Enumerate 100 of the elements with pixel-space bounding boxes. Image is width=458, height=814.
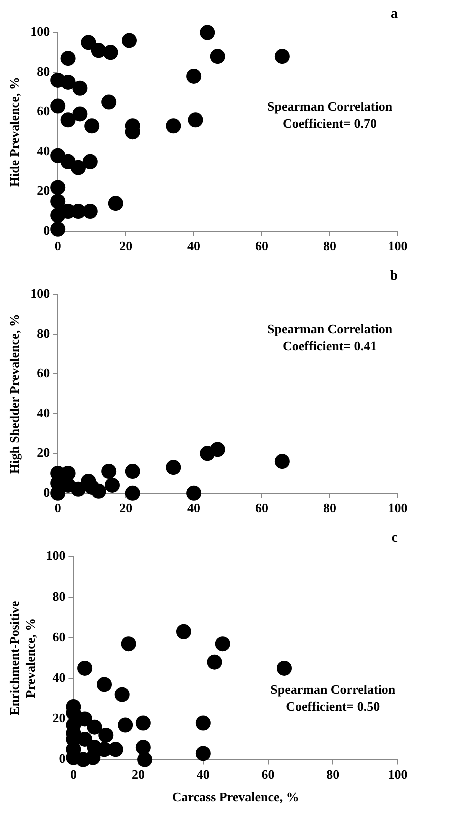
point: [176, 624, 192, 640]
point: [122, 33, 137, 48]
x-tick-label: 60: [256, 238, 269, 254]
point: [82, 204, 98, 220]
point: [50, 222, 66, 237]
x-tick-label: 20: [120, 500, 133, 516]
annotation: Spearman Correlation Coefficient= 0.50: [270, 682, 396, 714]
x-tick-label: 80: [324, 238, 337, 254]
point: [97, 677, 112, 692]
point: [276, 660, 292, 676]
point: [91, 484, 106, 499]
point: [78, 732, 93, 747]
point: [72, 80, 88, 96]
y-tick-label: 40: [37, 405, 50, 420]
point: [78, 660, 93, 676]
point: [103, 45, 118, 60]
y-tick-label: 0: [59, 751, 66, 766]
y-tick-label: 40: [37, 143, 50, 158]
point: [196, 746, 211, 762]
point: [50, 208, 66, 224]
point: [274, 454, 290, 470]
point: [50, 194, 66, 210]
point: [114, 687, 130, 702]
point: [60, 112, 76, 128]
point: [108, 196, 124, 212]
point: [70, 160, 86, 176]
point: [118, 718, 134, 733]
chart-title: a: [391, 7, 398, 22]
x-tick-label: 20: [120, 238, 133, 254]
point: [136, 740, 151, 756]
y-tick-label: 80: [37, 326, 50, 341]
x-tick-label: 80: [324, 500, 337, 516]
y-tick-label: 100: [46, 548, 66, 564]
point: [166, 460, 182, 476]
point: [210, 49, 226, 64]
x-tick-label: 0: [70, 766, 77, 782]
point: [166, 118, 182, 134]
point: [274, 49, 290, 64]
point: [121, 636, 136, 652]
y-tick-label: 60: [37, 104, 50, 119]
y-tick-label: 20: [52, 710, 66, 726]
point: [60, 51, 76, 66]
point: [86, 750, 101, 766]
annotation: Spearman Correlation Coefficient= 0.41: [267, 321, 394, 354]
y-axis-title: Enrichment-Positive Prevalence, %: [7, 601, 38, 716]
x-tick-label: 20: [132, 766, 146, 782]
point: [104, 478, 120, 493]
chart-title: b: [390, 269, 398, 284]
point: [60, 74, 76, 90]
x-tick-label: 100: [388, 766, 408, 782]
point: [70, 482, 86, 497]
point: [200, 25, 216, 40]
y-tick-label: 20: [37, 445, 50, 460]
point: [125, 464, 140, 480]
point: [78, 712, 93, 727]
point: [186, 486, 202, 501]
point: [125, 486, 140, 501]
y-tick-label: 40: [52, 670, 66, 685]
y-tick-label: 60: [52, 629, 66, 644]
x-tick-label: 40: [188, 500, 201, 516]
y-tick-label: 0: [44, 222, 50, 238]
point: [50, 180, 66, 196]
point: [102, 464, 117, 480]
y-tick-label: 80: [37, 64, 50, 79]
point: [186, 68, 202, 84]
point: [84, 118, 100, 134]
point: [215, 636, 230, 652]
x-tick-label: 40: [196, 766, 210, 782]
y-axis-title: Hide Prevalence, %: [7, 77, 22, 188]
x-tick-label: 80: [326, 766, 340, 782]
point: [138, 752, 153, 768]
x-tick-label: 60: [256, 500, 269, 516]
point: [108, 742, 124, 758]
point: [50, 148, 66, 164]
point: [207, 654, 222, 670]
y-tick-label: 20: [37, 183, 50, 198]
y-tick-label: 60: [37, 366, 50, 381]
point: [188, 112, 204, 128]
annotation: Spearman Correlation Coefficient= 0.70: [267, 99, 394, 132]
point: [200, 446, 216, 462]
point: [82, 154, 98, 170]
x-tick-label: 100: [388, 238, 408, 254]
point: [98, 728, 114, 743]
y-axis-title: High Shedder Prevalence, %: [7, 314, 22, 474]
x-tick-label: 100: [388, 500, 408, 516]
y-tick-label: 100: [30, 286, 50, 302]
x-tick-label: 40: [188, 238, 201, 254]
point: [50, 98, 66, 114]
point: [72, 106, 88, 122]
x-axis-title: Carcass Prevalence, %: [172, 790, 300, 805]
point: [102, 94, 117, 110]
y-tick-label: 100: [30, 24, 50, 40]
y-tick-label: 0: [44, 484, 50, 500]
x-tick-label: 60: [262, 766, 275, 782]
y-tick-label: 80: [52, 588, 66, 604]
point: [81, 35, 96, 50]
point: [196, 716, 211, 731]
chart-title: c: [392, 531, 398, 546]
point: [136, 716, 151, 731]
point: [87, 720, 102, 735]
